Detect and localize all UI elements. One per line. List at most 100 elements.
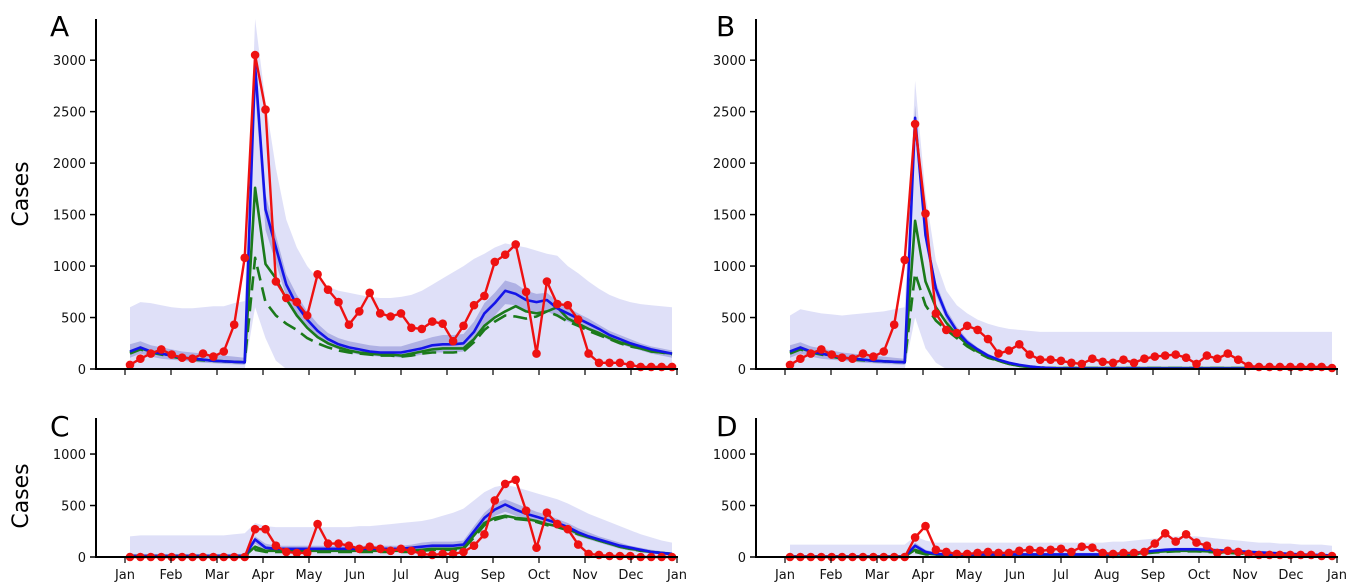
x-tick-label: Jan [1326, 568, 1347, 583]
observed-point [1192, 538, 1201, 547]
observed-point [900, 255, 909, 265]
observed-point [1223, 349, 1233, 358]
observed-point [573, 540, 583, 549]
observed-point [396, 544, 406, 554]
x-tick-label: Jan [774, 568, 795, 583]
y-tick-label: 0 [78, 551, 86, 566]
observed-point [1077, 359, 1087, 369]
observed-point [1046, 545, 1055, 555]
y-tick-label: 2000 [713, 157, 746, 172]
observed-point [323, 285, 333, 295]
observed-point [931, 545, 941, 555]
observed-point [1067, 358, 1076, 368]
observed-point [240, 253, 249, 263]
y-tick-label: 0 [78, 363, 86, 378]
uncertainty-band-inner [130, 499, 672, 557]
observed-point [469, 300, 479, 310]
observed-point [931, 309, 941, 318]
observed-point [1160, 351, 1170, 360]
x-tick-label: Feb [819, 568, 842, 583]
observed-point [1181, 353, 1191, 363]
observed-point [910, 533, 920, 542]
x-tick-label: Jul [1052, 568, 1069, 583]
observed-point [448, 336, 458, 346]
observed-point [1233, 355, 1243, 365]
x-tick-label: May [956, 568, 983, 583]
y-tick-label: 1500 [53, 209, 86, 224]
x-tick-label: Oct [1188, 568, 1210, 583]
observed-point [1202, 351, 1212, 360]
observed-point [490, 257, 500, 267]
observed-point [615, 358, 625, 368]
x-tick-label: Sep [1141, 568, 1166, 583]
observed-point [1077, 542, 1087, 551]
observed-point [1213, 354, 1222, 364]
observed-point [136, 354, 145, 364]
observed-point [563, 524, 573, 534]
observed-point [1181, 530, 1191, 539]
observed-point [480, 291, 489, 301]
observed-point [323, 539, 333, 548]
observed-point [1119, 355, 1128, 365]
observed-point [605, 358, 614, 368]
observed-point [827, 350, 836, 359]
observed-point [511, 240, 520, 249]
observed-point [219, 347, 229, 356]
observed-point [1233, 547, 1243, 557]
observed-point [1056, 544, 1066, 554]
observed-point [1129, 548, 1139, 558]
observed-point [188, 354, 197, 364]
x-tick-label: Jun [1004, 568, 1025, 583]
x-tick-label: Jan [114, 568, 135, 583]
panel-a: A Cases 0 500 1000 1500 2000 2500 3000 [9, 10, 678, 378]
observed-point [1098, 548, 1107, 558]
observed-point [1160, 529, 1170, 538]
observed-point [417, 324, 427, 334]
observed-point [302, 311, 312, 320]
observed-point [396, 309, 406, 318]
observed-point [292, 297, 302, 307]
y-axis-label: Cases [9, 463, 34, 528]
panel-d: D 0 500 1000 Jan Feb Mar Apr May Jun Jul Aug Sep Oct N… [713, 410, 1347, 583]
observed-point [271, 277, 281, 286]
panel-label: A [50, 10, 69, 43]
y-tick-label: 1500 [713, 209, 746, 224]
observed-point [626, 360, 635, 370]
observed-point [1171, 537, 1180, 546]
observed-point [563, 300, 573, 310]
observed-point [521, 506, 531, 515]
observed-point [157, 345, 166, 354]
observed-point [365, 288, 375, 298]
y-tick-label: 2500 [53, 106, 86, 121]
observed-point [983, 334, 993, 344]
y-axis-label: Cases [9, 161, 34, 226]
observed-point [480, 530, 489, 539]
observed-point [500, 250, 510, 259]
x-tick-label: Nov [572, 568, 598, 583]
y-tick-label: 2500 [713, 106, 746, 121]
observed-point [386, 312, 395, 321]
observed-point [1119, 548, 1128, 558]
observed-point [355, 307, 364, 316]
observed-point [594, 358, 604, 368]
observed-point [848, 354, 857, 364]
x-tick-label: Jan [666, 568, 687, 583]
observed-point [334, 539, 343, 548]
x-tick-label: Apr [912, 568, 935, 583]
observed-point [407, 323, 416, 333]
observed-point [146, 349, 156, 358]
observed-point [962, 321, 972, 331]
observed-point [573, 315, 583, 324]
panel-label: D [716, 410, 738, 443]
observed-point [177, 353, 187, 363]
y-tick-label: 0 [738, 551, 746, 566]
observed-point [271, 541, 281, 550]
observed-point [994, 349, 1003, 358]
observed-point [1129, 358, 1139, 368]
observed-point [796, 354, 805, 364]
observed-point [983, 547, 993, 557]
observed-point [511, 475, 520, 485]
observed-point [542, 277, 552, 286]
observed-point [459, 547, 468, 557]
observed-point [1223, 546, 1233, 556]
